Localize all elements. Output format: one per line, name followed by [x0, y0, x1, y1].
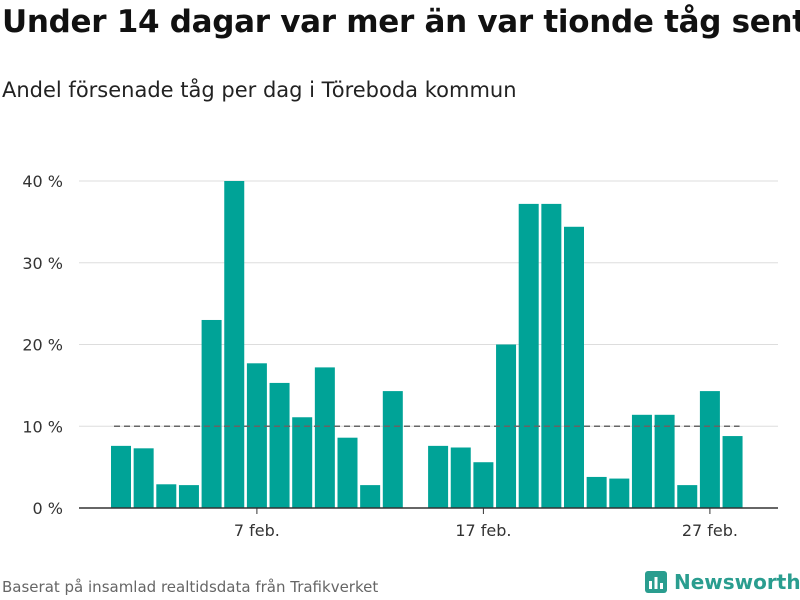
- bar: [314, 367, 335, 508]
- bar: [292, 417, 313, 508]
- newsworthy-chart-icon: [645, 571, 667, 593]
- y-tick-label: 10 %: [22, 417, 63, 436]
- bar: [156, 484, 177, 508]
- bar: [609, 478, 630, 508]
- bar: [473, 462, 494, 508]
- newsworthy-logo: Newsworthy: [644, 570, 800, 594]
- bar: [699, 391, 720, 508]
- brand-name: Newsworthy: [674, 570, 800, 594]
- bar: [337, 437, 358, 508]
- bar: [201, 319, 222, 508]
- bar: [178, 485, 199, 508]
- bar: [269, 382, 290, 508]
- bar: [382, 391, 403, 508]
- y-tick-label: 0 %: [33, 499, 63, 518]
- bar: [722, 436, 743, 508]
- x-tick-label: 7 feb.: [234, 521, 280, 540]
- y-tick-label: 30 %: [22, 254, 63, 273]
- bar: [654, 414, 675, 508]
- chart-title: Under 14 dagar var mer än var tionde tåg…: [2, 4, 800, 40]
- source-note: Baserat på insamlad realtidsdata från Tr…: [2, 578, 379, 596]
- bar: [224, 181, 245, 508]
- bar: [360, 485, 381, 508]
- bar: [631, 414, 652, 508]
- bar: [246, 363, 267, 508]
- bar: [677, 485, 698, 508]
- bar: [518, 203, 539, 508]
- bar: [111, 445, 131, 508]
- bar: [541, 203, 562, 508]
- x-tick-label: 27 feb.: [682, 521, 738, 540]
- bar: [586, 476, 607, 508]
- bar: [564, 226, 584, 508]
- bar: [133, 448, 154, 508]
- x-tick-label: 17 feb.: [455, 521, 511, 540]
- bar: [450, 447, 471, 508]
- y-tick-label: 20 %: [22, 336, 63, 355]
- chart-subtitle: Andel försenade tåg per dag i Töreboda k…: [2, 78, 517, 102]
- y-tick-label: 40 %: [22, 172, 63, 191]
- bar: [428, 445, 449, 508]
